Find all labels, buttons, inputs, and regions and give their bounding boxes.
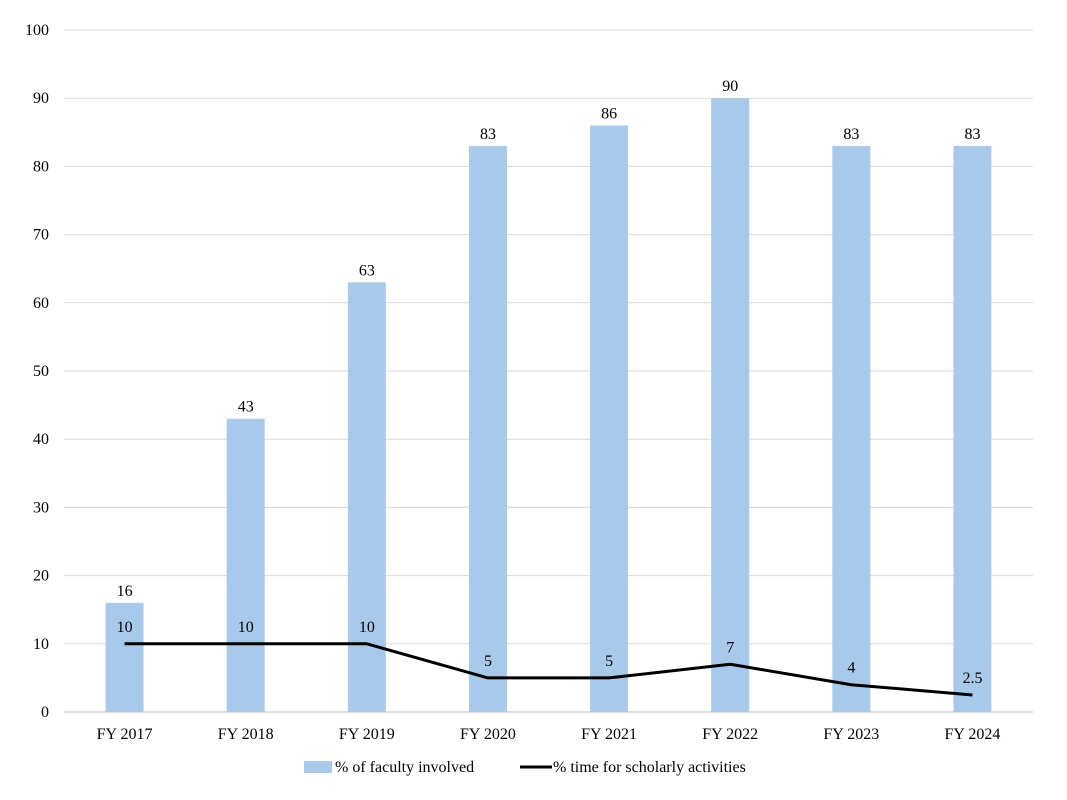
y-tick-label: 10 (33, 636, 49, 653)
legend-line-label: % time for scholarly activities (553, 759, 746, 776)
legend: % of faculty involved % time for scholar… (304, 759, 746, 776)
x-tick-label: FY 2021 (581, 726, 637, 743)
y-tick-label: 30 (33, 499, 49, 516)
bar-fy-2019 (347, 282, 386, 712)
y-tick-label: 70 (33, 227, 49, 244)
line-time-scholarly (124, 642, 973, 697)
bar-value-label: 83 (843, 126, 859, 143)
bar-value-label: 86 (601, 105, 617, 122)
line-value-label: 4 (847, 660, 855, 677)
x-axis-tick-labels: FY 2017 FY 2018 FY 2019 FY 2020 FY 2021 FY 20… (97, 726, 1001, 743)
x-tick-label: FY 2019 (339, 726, 395, 743)
y-tick-label: 20 (33, 568, 49, 585)
bar-fy-2024 (953, 145, 992, 712)
bar-value-label: 43 (238, 399, 254, 416)
line-value-label: 7 (726, 639, 734, 656)
y-tick-label: 50 (33, 363, 49, 380)
y-tick-label: 0 (41, 704, 49, 721)
bar-fy-2022 (711, 98, 750, 712)
line-value-label: 10 (238, 619, 254, 636)
y-tick-label: 40 (33, 431, 49, 448)
bar-value-label: 63 (359, 262, 375, 279)
y-tick-label: 100 (25, 22, 49, 39)
bar-value-label: 16 (117, 583, 133, 600)
line-value-label: 10 (117, 619, 133, 636)
line-series (124, 642, 973, 697)
y-tick-label: 60 (33, 295, 49, 312)
line-data-labels: 10 10 10 5 5 7 4 2.5 (117, 619, 983, 687)
line-value-label: 2.5 (962, 670, 982, 687)
x-tick-label: FY 2024 (945, 726, 1001, 743)
legend-bar-label: % of faculty involved (335, 759, 474, 776)
bar-value-label: 83 (480, 126, 496, 143)
line-value-label: 5 (484, 653, 492, 670)
y-axis-tick-labels: 0 10 20 30 40 50 60 70 80 90 100 (25, 22, 49, 721)
x-tick-label: FY 2018 (218, 726, 274, 743)
x-tick-label: FY 2017 (97, 726, 153, 743)
bar-fy-2020 (468, 145, 507, 712)
bar-data-labels: 16 43 63 83 86 90 83 83 (117, 78, 981, 600)
x-tick-label: FY 2023 (823, 726, 879, 743)
line-value-label: 5 (605, 653, 613, 670)
y-tick-label: 80 (33, 158, 49, 175)
legend-bar-swatch (304, 761, 332, 773)
x-tick-label: FY 2022 (702, 726, 758, 743)
bar-value-label: 90 (722, 78, 738, 95)
line-value-label: 10 (359, 619, 375, 636)
y-tick-label: 90 (33, 90, 49, 107)
bar-fy-2023 (832, 145, 871, 712)
bar-value-label: 83 (964, 126, 980, 143)
bar-fy-2017 (105, 602, 144, 712)
gridlines (64, 29, 1033, 713)
bar-fy-2021 (590, 125, 629, 713)
bar-fy-2018 (226, 418, 265, 712)
bar-series (105, 98, 992, 713)
x-tick-label: FY 2020 (460, 726, 516, 743)
